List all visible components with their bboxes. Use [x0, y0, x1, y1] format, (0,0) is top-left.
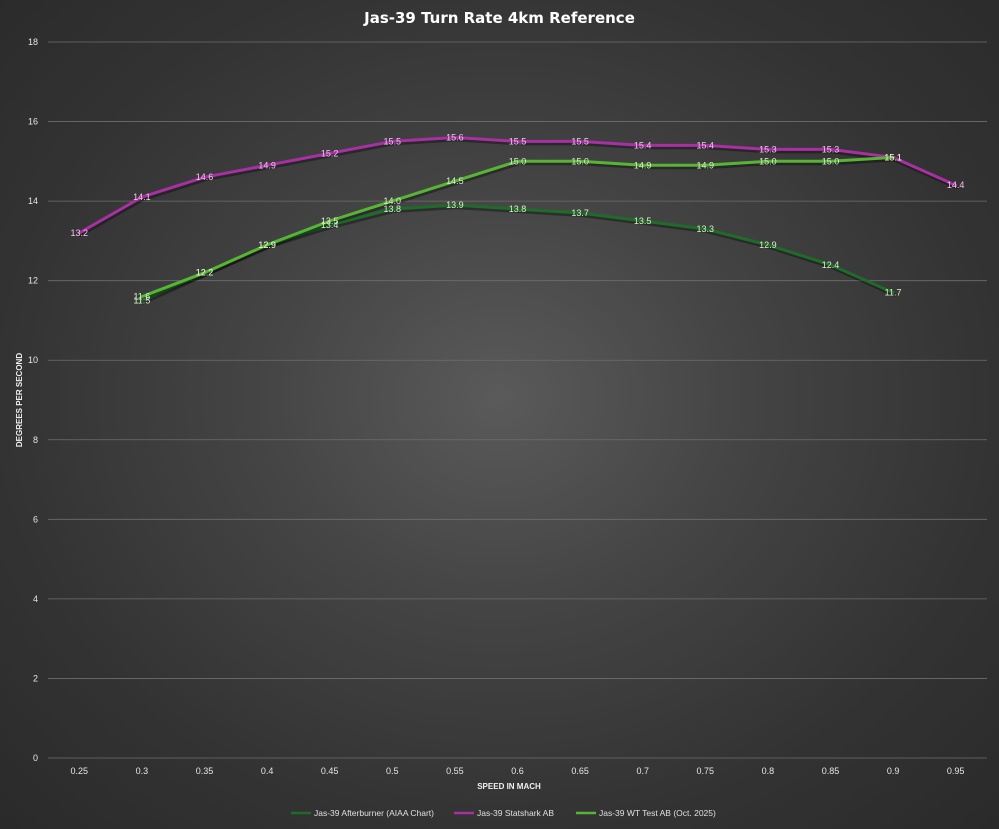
data-label: 13.5 — [634, 216, 652, 226]
data-label: 13.9 — [446, 200, 464, 210]
x-tick-label: 0.5 — [386, 766, 399, 776]
data-label: 12.9 — [258, 240, 276, 250]
data-label: 14.9 — [634, 160, 652, 170]
data-label: 13.8 — [509, 204, 527, 214]
x-tick-label: 0.9 — [887, 766, 900, 776]
x-tick-label: 0.45 — [321, 766, 339, 776]
data-label: 15.3 — [759, 144, 777, 154]
y-tick-label: 0 — [33, 753, 38, 763]
data-label: 13.3 — [697, 224, 715, 234]
data-label: 14.6 — [196, 172, 214, 182]
data-label: 15.0 — [571, 156, 589, 166]
x-tick-label: 0.4 — [261, 766, 274, 776]
x-tick-label: 0.75 — [697, 766, 715, 776]
x-tick-label: 0.7 — [636, 766, 649, 776]
data-label: 15.1 — [884, 152, 902, 162]
data-label: 12.2 — [196, 268, 214, 278]
y-tick-label: 8 — [33, 435, 38, 445]
x-tick-label: 0.85 — [822, 766, 840, 776]
y-tick-label: 12 — [28, 276, 38, 286]
data-label: 15.1 — [884, 152, 902, 162]
data-label: 11.7 — [885, 288, 902, 298]
x-tick-label: 0.65 — [571, 766, 589, 776]
data-label-layer: 11.5 12.2 12.9 13.4 13.8 13.9 13.8 13.7 13.5 13.3… — [71, 132, 965, 305]
data-label: 15.5 — [509, 136, 527, 146]
data-label: 15.4 — [634, 140, 652, 150]
x-tick-label: 0.3 — [136, 766, 149, 776]
y-tick-label: 4 — [33, 594, 38, 604]
data-label: 15.2 — [321, 148, 339, 158]
legend: Jas-39 Afterburner (AIAA Chart) Jas-39 St… — [291, 808, 716, 818]
data-label: 15.6 — [446, 132, 464, 142]
data-label: 15.0 — [509, 156, 527, 166]
y-tick-label: 18 — [28, 37, 38, 47]
x-tick-label: 0.6 — [511, 766, 524, 776]
data-label: 15.0 — [759, 156, 777, 166]
x-tick-label: 0.55 — [446, 766, 464, 776]
y-axis-title: DEGREES PER SECOND — [15, 353, 24, 447]
data-label: 15.4 — [697, 140, 715, 150]
y-axis-ticks: 0 2 4 6 8 10 12 14 16 18 — [28, 37, 38, 763]
data-label: 14.9 — [258, 160, 276, 170]
data-label: 13.4 — [321, 220, 339, 230]
data-label: 14.4 — [947, 180, 965, 190]
x-tick-label: 0.95 — [947, 766, 965, 776]
series-line-shadow — [140, 205, 897, 305]
legend-label: Jas-39 Afterburner (AIAA Chart) — [314, 808, 434, 818]
data-label: 12.4 — [822, 260, 840, 270]
series-line — [140, 155, 895, 299]
series-line-shadow — [140, 157, 897, 301]
x-tick-label: 0.25 — [71, 766, 89, 776]
y-tick-label: 10 — [28, 355, 38, 365]
x-axis-ticks: 0.25 0.3 0.35 0.4 0.45 0.5 0.55 0.6 0.65 0.7 0.75 0… — [71, 766, 965, 776]
x-tick-label: 0.8 — [762, 766, 775, 776]
series-layer — [77, 136, 959, 305]
data-label: 13.5 — [321, 216, 339, 226]
series-line-shadow — [78, 137, 959, 237]
data-label: 15.3 — [822, 144, 840, 154]
data-label: 13.7 — [571, 208, 589, 218]
data-label: 13.2 — [71, 228, 89, 238]
data-label: 15.5 — [571, 136, 589, 146]
grid-layer — [48, 41, 987, 759]
y-tick-label: 14 — [28, 196, 38, 206]
data-label: 12.2 — [196, 268, 214, 278]
data-label: 11.5 — [133, 296, 150, 306]
data-label: 13.8 — [384, 204, 402, 214]
y-tick-label: 16 — [28, 117, 38, 127]
chart-title: Jas-39 Turn Rate 4km Reference — [363, 9, 635, 27]
data-label: 15.0 — [822, 156, 840, 166]
legend-label: Jas-39 Statshark AB — [477, 808, 554, 818]
data-label: 14.0 — [384, 196, 402, 206]
data-label: 14.1 — [133, 192, 151, 202]
x-axis-title: SPEED IN MACH — [477, 782, 541, 791]
data-label: 12.9 — [759, 240, 777, 250]
data-label: 15.5 — [384, 136, 402, 146]
y-tick-label: 2 — [33, 673, 38, 683]
data-label: 11.6 — [133, 292, 150, 302]
legend-label: Jas-39 WT Test AB (Oct. 2025) — [599, 808, 716, 818]
y-tick-label: 6 — [33, 514, 38, 524]
data-label: 14.5 — [446, 176, 464, 186]
x-tick-label: 0.35 — [196, 766, 214, 776]
data-label: 12.9 — [258, 240, 276, 250]
series-line — [77, 136, 958, 235]
data-label: 14.9 — [697, 160, 715, 170]
